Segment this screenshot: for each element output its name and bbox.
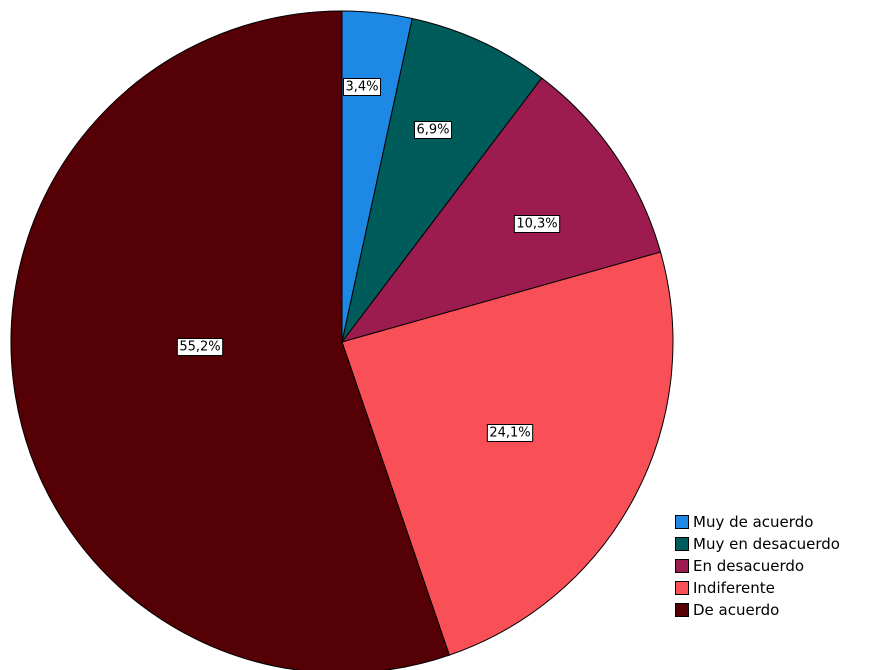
pie-slice-de-acuerdo xyxy=(10,10,450,670)
slice-data-label: 3,4% xyxy=(342,78,382,96)
slice-label-text: 3,4% xyxy=(345,80,378,95)
legend-item-muy-de-acuerdo: Muy de acuerdo xyxy=(675,511,840,533)
legend-label: En desacuerdo xyxy=(693,557,805,575)
legend-swatch xyxy=(675,603,689,617)
legend-label: De acuerdo xyxy=(693,601,780,619)
slice-label-box xyxy=(413,121,453,139)
slice-data-label: 10,3% xyxy=(513,215,561,233)
legend-swatch xyxy=(675,537,689,551)
slice-label-box xyxy=(486,424,534,442)
slice-data-label: 55,2% xyxy=(176,338,224,356)
legend-label: Indiferente xyxy=(693,579,775,597)
slice-label-box xyxy=(513,215,561,233)
legend-item-muy-en-desacuerdo: Muy en desacuerdo xyxy=(675,533,840,555)
slice-data-label: 24,1% xyxy=(486,424,534,442)
slice-data-label: 6,9% xyxy=(413,121,453,139)
slice-label-text: 10,3% xyxy=(516,217,557,232)
slice-label-text: 55,2% xyxy=(179,340,220,355)
slice-label-box xyxy=(176,338,224,356)
legend-item-indiferente: Indiferente xyxy=(675,577,840,599)
pie-slice-muy-en-desacuerdo xyxy=(341,17,543,343)
legend: Muy de acuerdo Muy en desacuerdo En desa… xyxy=(675,511,840,621)
slice-label-text: 6,9% xyxy=(416,123,449,138)
legend-swatch xyxy=(675,515,689,529)
legend-item-en-desacuerdo: En desacuerdo xyxy=(675,555,840,577)
legend-item-de-acuerdo: De acuerdo xyxy=(675,599,840,621)
pie-slice-en-desacuerdo xyxy=(340,77,662,343)
slice-label-text: 24,1% xyxy=(489,426,530,441)
legend-swatch xyxy=(675,559,689,573)
pie-slice-indiferente xyxy=(341,251,674,656)
legend-label: Muy en desacuerdo xyxy=(693,535,840,553)
legend-label: Muy de acuerdo xyxy=(693,513,814,531)
slice-label-box xyxy=(342,78,382,96)
legend-swatch xyxy=(675,581,689,595)
